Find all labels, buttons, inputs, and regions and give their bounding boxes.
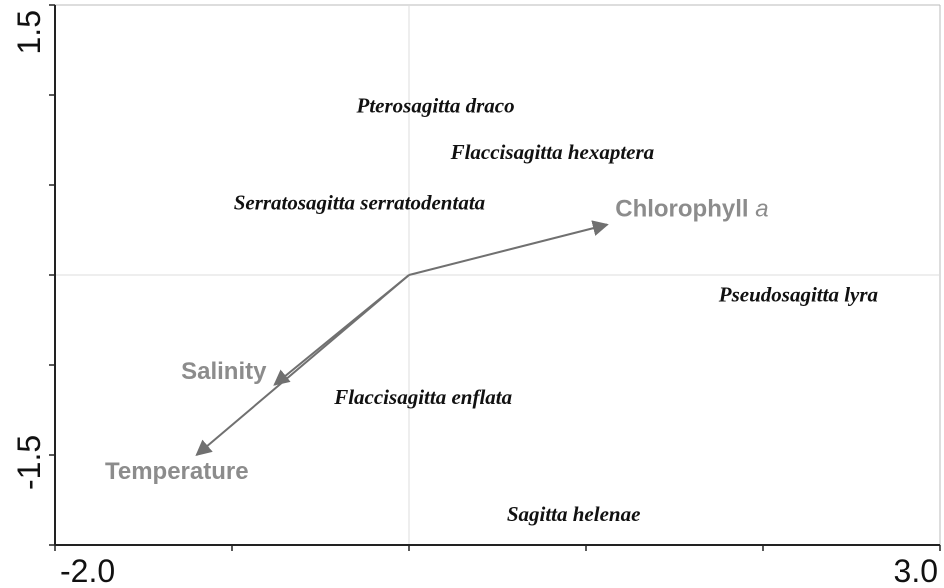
- vector-label: Chlorophyll a: [615, 196, 768, 223]
- vector-name-italic: a: [755, 196, 768, 223]
- x-tick-label: 3.0: [894, 553, 938, 588]
- vector-name: Temperature: [105, 458, 249, 485]
- species-label: Flaccisagitta enflata: [333, 385, 512, 409]
- vector-name: Chlorophyll: [615, 196, 748, 223]
- y-tick-label: 1.5: [11, 10, 47, 54]
- species-label: Serratosagitta serratodentata: [234, 191, 485, 215]
- species-label: Pseudosagitta lyra: [718, 282, 878, 306]
- vector-name: Salinity: [181, 358, 267, 385]
- y-tick-label: -1.5: [11, 435, 47, 490]
- species-label: Flaccisagitta hexaptera: [450, 140, 655, 164]
- vector-arrow: [408, 220, 609, 276]
- vector-label: Temperature: [105, 458, 249, 485]
- species-label: Sagitta helenae: [507, 502, 641, 526]
- vector-arrow: [195, 274, 410, 457]
- vector-label: Salinity: [181, 358, 267, 385]
- species-label: Pterosagitta draco: [356, 93, 515, 117]
- x-tick-label: -2.0: [60, 553, 115, 588]
